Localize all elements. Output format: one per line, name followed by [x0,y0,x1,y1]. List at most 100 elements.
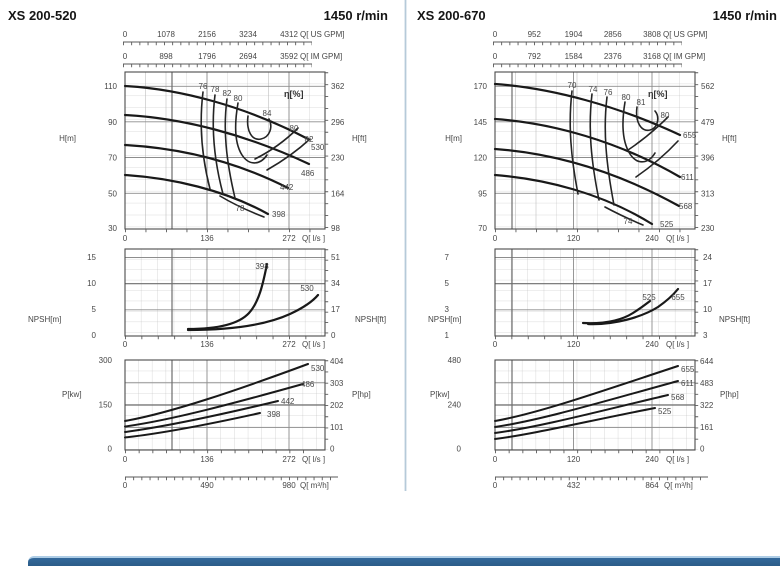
svg-text:0: 0 [123,234,128,243]
svg-text:644: 644 [700,357,714,366]
svg-text:7: 7 [445,253,450,262]
eta-contour-78-bottom [219,195,265,218]
svg-text:70: 70 [568,81,577,90]
svg-text:202: 202 [330,401,344,410]
eta-contour-74-bottom [604,206,644,226]
svg-text:530: 530 [300,284,314,293]
power-curve-530 [124,363,309,422]
svg-text:398: 398 [272,210,286,219]
svg-text:24: 24 [703,253,712,262]
svg-text:313: 313 [701,189,715,198]
npsh-yticks-ft: 24 17 10 3 [703,253,712,340]
eta-contour-80-right [627,116,669,151]
pump-model-title: XS 200-520 [8,8,77,23]
svg-text:82: 82 [305,135,314,144]
impeller-diameter-labels: 655 611 568 525 [660,131,697,229]
head-grid [495,72,695,229]
svg-text:120: 120 [567,455,581,464]
power-curve-655 [494,365,679,422]
im-gpm-tick-labels: 0 792 1584 2376 3168 [493,52,662,61]
svg-text:530: 530 [311,143,325,152]
svg-text:98: 98 [331,224,340,233]
npsh-ylabel-ft: NPSH[ft] [719,315,750,324]
svg-text:136: 136 [200,340,214,349]
head-curve-486 [123,113,311,166]
power-curve-442 [124,400,279,433]
power-ylabel-kw: P[kw] [62,390,82,399]
svg-text:70: 70 [478,224,487,233]
svg-text:479: 479 [701,118,715,127]
power-yticks-hp: 404 303 202 101 0 [330,357,344,454]
npsh-ylabel-ft: NPSH[ft] [355,315,386,324]
npsh-curve-525 [581,299,652,325]
head-xticks: 0 136 272 [123,234,296,243]
m3h-unit: Q[ m³/h] [664,481,693,490]
power-ylabel-hp: P[hp] [720,390,739,399]
eta-contour-80-right [254,127,299,160]
npsh-curve-655 [586,287,680,326]
npsh-yticks-m: 15 10 5 0 [87,253,96,340]
head-curve-655 [493,82,682,137]
svg-text:81: 81 [637,98,646,107]
m3h-tick-labels: 0 490 980 [123,481,296,490]
npsh-yticks-ft: 51 34 17 0 [331,253,340,340]
svg-text:480: 480 [448,356,462,365]
svg-text:792: 792 [528,52,542,61]
svg-text:0: 0 [493,234,498,243]
eta-contour-80 [622,101,656,163]
svg-text:655: 655 [681,365,695,374]
npsh-xticks: 0 136 272 [123,340,296,349]
footer-accent-bar [28,556,780,566]
svg-text:398: 398 [255,262,269,271]
head-curve-442 [123,143,290,190]
eta-contour-80 [234,102,268,164]
m3h-tick-labels: 0 432 864 [493,481,659,490]
svg-text:1796: 1796 [198,52,216,61]
npsh-curve-530 [186,293,320,332]
pump-speed: 1450 r/min [324,8,388,23]
svg-text:3808: 3808 [643,30,661,39]
svg-text:230: 230 [701,224,715,233]
svg-text:95: 95 [478,189,487,198]
svg-text:0: 0 [108,445,113,454]
svg-text:0: 0 [493,455,498,464]
eta-contour-76 [604,96,615,206]
npsh-plot-border [124,248,326,337]
svg-text:568: 568 [671,393,685,402]
svg-text:2694: 2694 [239,52,257,61]
svg-text:0: 0 [330,445,335,454]
pump-model-title: XS 200-670 [417,8,486,23]
svg-text:34: 34 [331,279,340,288]
power-major-gridlines [125,360,325,450]
svg-text:486: 486 [301,380,315,389]
svg-text:404: 404 [330,357,344,366]
power-yticks-kw: 300 150 0 [99,356,113,454]
svg-text:0: 0 [700,445,705,454]
pump-curve-charts: XS 200-520 1450 r/min 0 1078 2156 3234 4312 … [8,0,777,491]
npsh-major-gridlines [495,249,695,336]
npsh-yticks-m: 7 5 3 1 [445,253,450,340]
npsh-curve-398 [186,262,269,331]
svg-text:136: 136 [200,455,214,464]
svg-text:0: 0 [123,340,128,349]
head-major-gridlines [495,72,695,229]
head-ylabel-m: H[m] [59,134,76,143]
head-ylabel-m: H[m] [445,134,462,143]
svg-text:80: 80 [661,111,670,120]
svg-text:1: 1 [445,331,450,340]
svg-text:525: 525 [642,293,656,302]
svg-text:272: 272 [282,455,296,464]
svg-text:15: 15 [87,253,96,262]
svg-text:10: 10 [87,279,96,288]
svg-text:1584: 1584 [565,52,583,61]
im-gpm-unit: Q[ IM GPM] [663,52,705,61]
svg-text:0: 0 [123,481,128,490]
svg-text:80: 80 [234,94,243,103]
head-grid [125,72,325,229]
svg-text:611: 611 [681,173,694,182]
eta-contour-76 [200,91,211,190]
im-gpm-unit: Q[ IM GPM] [300,52,342,61]
svg-text:0: 0 [493,340,498,349]
svg-text:120: 120 [567,340,581,349]
